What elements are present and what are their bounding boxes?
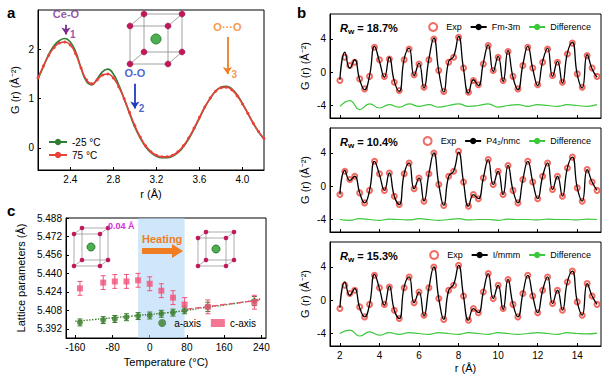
svg-text:4: 4: [320, 33, 326, 44]
svg-text:O···O: O···O: [213, 21, 242, 33]
svg-text:Temperature (°C): Temperature (°C): [124, 356, 208, 368]
svg-text:= 15.3%: = 15.3%: [354, 250, 398, 262]
svg-text:5.456: 5.456: [37, 249, 62, 260]
svg-text:w: w: [347, 254, 355, 264]
svg-text:Difference: Difference: [550, 250, 591, 260]
svg-text:80: 80: [181, 342, 193, 353]
svg-text:-4: -4: [317, 328, 326, 339]
svg-text:2: 2: [28, 44, 34, 55]
svg-text:0: 0: [28, 142, 34, 153]
svg-text:5.472: 5.472: [37, 231, 62, 242]
svg-text:4.0: 4.0: [236, 174, 250, 185]
svg-text:Difference: Difference: [550, 136, 591, 146]
svg-text:-4: -4: [317, 100, 326, 111]
svg-text:1: 1: [70, 29, 76, 40]
svg-text:3: 3: [231, 69, 237, 80]
svg-text:1: 1: [28, 93, 34, 104]
svg-text:4: 4: [377, 350, 383, 361]
svg-text:4: 4: [320, 147, 326, 158]
svg-text:a: a: [7, 4, 16, 21]
svg-text:= 10.4%: = 10.4%: [354, 136, 398, 148]
svg-text:2: 2: [139, 103, 145, 114]
svg-text:c: c: [7, 202, 15, 219]
svg-text:r (Å): r (Å): [140, 188, 161, 200]
svg-text:5.440: 5.440: [37, 268, 62, 279]
svg-text:5.488: 5.488: [37, 213, 62, 224]
svg-text:3.6: 3.6: [192, 174, 206, 185]
svg-text:w: w: [347, 140, 355, 150]
svg-text:c-axis: c-axis: [230, 318, 256, 329]
svg-text:2.4: 2.4: [63, 174, 77, 185]
svg-text:10: 10: [493, 350, 505, 361]
svg-text:8: 8: [456, 350, 462, 361]
svg-text:5.392: 5.392: [37, 323, 62, 334]
svg-text:= 18.7%: = 18.7%: [354, 22, 398, 34]
svg-text:Heating: Heating: [142, 233, 182, 245]
svg-text:5.424: 5.424: [37, 286, 62, 297]
svg-text:b: b: [297, 4, 306, 21]
svg-text:160: 160: [216, 342, 233, 353]
svg-text:R: R: [340, 22, 348, 34]
svg-text:75 °C: 75 °C: [72, 150, 97, 161]
svg-text:I/mmm: I/mmm: [493, 250, 520, 260]
svg-text:-80: -80: [105, 342, 120, 353]
svg-text:G (r) (Å⁻²): G (r) (Å⁻²): [9, 66, 21, 114]
svg-text:Exp: Exp: [441, 136, 457, 146]
svg-text:0: 0: [320, 295, 326, 306]
svg-text:14: 14: [572, 350, 584, 361]
svg-text:6: 6: [416, 350, 422, 361]
svg-text:240: 240: [253, 342, 270, 353]
svg-text:O-O: O-O: [124, 67, 145, 79]
svg-text:P4₂/nmc: P4₂/nmc: [486, 136, 521, 146]
svg-text:R: R: [340, 250, 348, 262]
svg-text:G (r) (Å⁻²): G (r) (Å⁻²): [299, 156, 311, 204]
svg-text:a-axis: a-axis: [174, 318, 201, 329]
svg-text:0: 0: [147, 342, 153, 353]
svg-text:3.2: 3.2: [149, 174, 163, 185]
svg-text:-25 °C: -25 °C: [72, 137, 100, 148]
svg-text:r (Å): r (Å): [455, 362, 476, 374]
svg-text:Exp: Exp: [447, 250, 463, 260]
svg-text:Exp: Exp: [446, 22, 462, 32]
svg-text:0.04 Å: 0.04 Å: [108, 221, 135, 231]
svg-text:G (r) (Å⁻²): G (r) (Å⁻²): [299, 270, 311, 318]
svg-text:0: 0: [320, 181, 326, 192]
svg-text:w: w: [347, 26, 355, 36]
svg-text:2.8: 2.8: [106, 174, 120, 185]
svg-text:0: 0: [320, 67, 326, 78]
svg-text:-4: -4: [317, 214, 326, 225]
svg-text:2: 2: [337, 350, 343, 361]
svg-text:-160: -160: [65, 342, 85, 353]
svg-text:Lattice parameters (Å): Lattice parameters (Å): [15, 224, 27, 333]
svg-text:Ce-O: Ce-O: [53, 8, 80, 20]
svg-text:Fm-3m: Fm-3m: [492, 22, 521, 32]
svg-text:G (r) (Å⁻²): G (r) (Å⁻²): [299, 42, 311, 90]
svg-text:4: 4: [320, 261, 326, 272]
svg-text:5.408: 5.408: [37, 305, 62, 316]
svg-text:12: 12: [532, 350, 544, 361]
svg-text:R: R: [340, 136, 348, 148]
svg-text:Difference: Difference: [550, 22, 591, 32]
